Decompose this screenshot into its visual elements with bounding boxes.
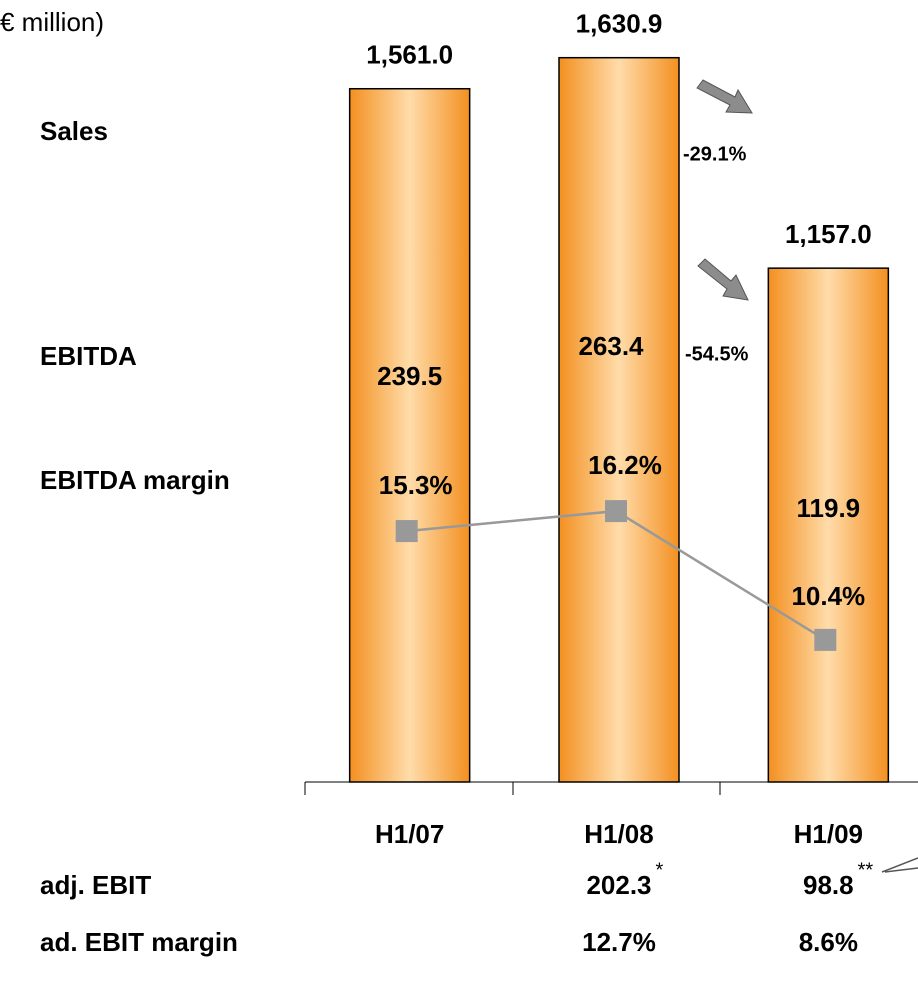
footnote-mark: ** [858,859,874,881]
table-value: 8.6% [799,927,858,957]
ebitda-label: 263.4 [578,331,644,361]
margin-label: 10.4% [791,581,865,611]
bar-value-label: 1,630.9 [576,9,663,39]
bar-value-label: 1,561.0 [366,40,453,70]
pointer-line [881,857,918,873]
x-tick-label: H1/09 [794,819,863,849]
table-value: 12.7% [582,927,656,957]
ebitda-label: 239.5 [377,361,442,391]
pointer-line [884,867,918,873]
row-label: EBITDA margin [40,465,230,495]
margin-label: 16.2% [588,450,662,480]
bar [767,267,890,783]
bar-value-label: 1,157.0 [785,219,872,249]
margin-label: 15.3% [379,470,453,500]
ebitda-label: 119.9 [797,493,861,523]
x-tick-label: H1/07 [375,819,444,849]
table-value: 98.8 [803,870,854,900]
change-arrow [697,258,749,301]
change-label: -54.5% [685,343,749,365]
table-label: adj. EBIT [40,870,151,900]
table-label: ad. EBIT margin [40,927,238,957]
x-axis [304,781,918,795]
footnote-mark: * [656,859,664,881]
row-label: Sales [40,116,108,146]
row-label: EBITDA [40,341,137,371]
bar [558,56,680,783]
chart-title: € million) [0,7,104,37]
change-arrow [696,79,753,114]
bar [348,87,471,783]
margin-marker [814,628,837,651]
margin-marker [395,520,418,543]
table-value: 202.3 [586,870,651,900]
margin-marker [605,500,627,523]
change-label: -29.1% [683,143,747,165]
x-tick-label: H1/08 [584,819,653,849]
